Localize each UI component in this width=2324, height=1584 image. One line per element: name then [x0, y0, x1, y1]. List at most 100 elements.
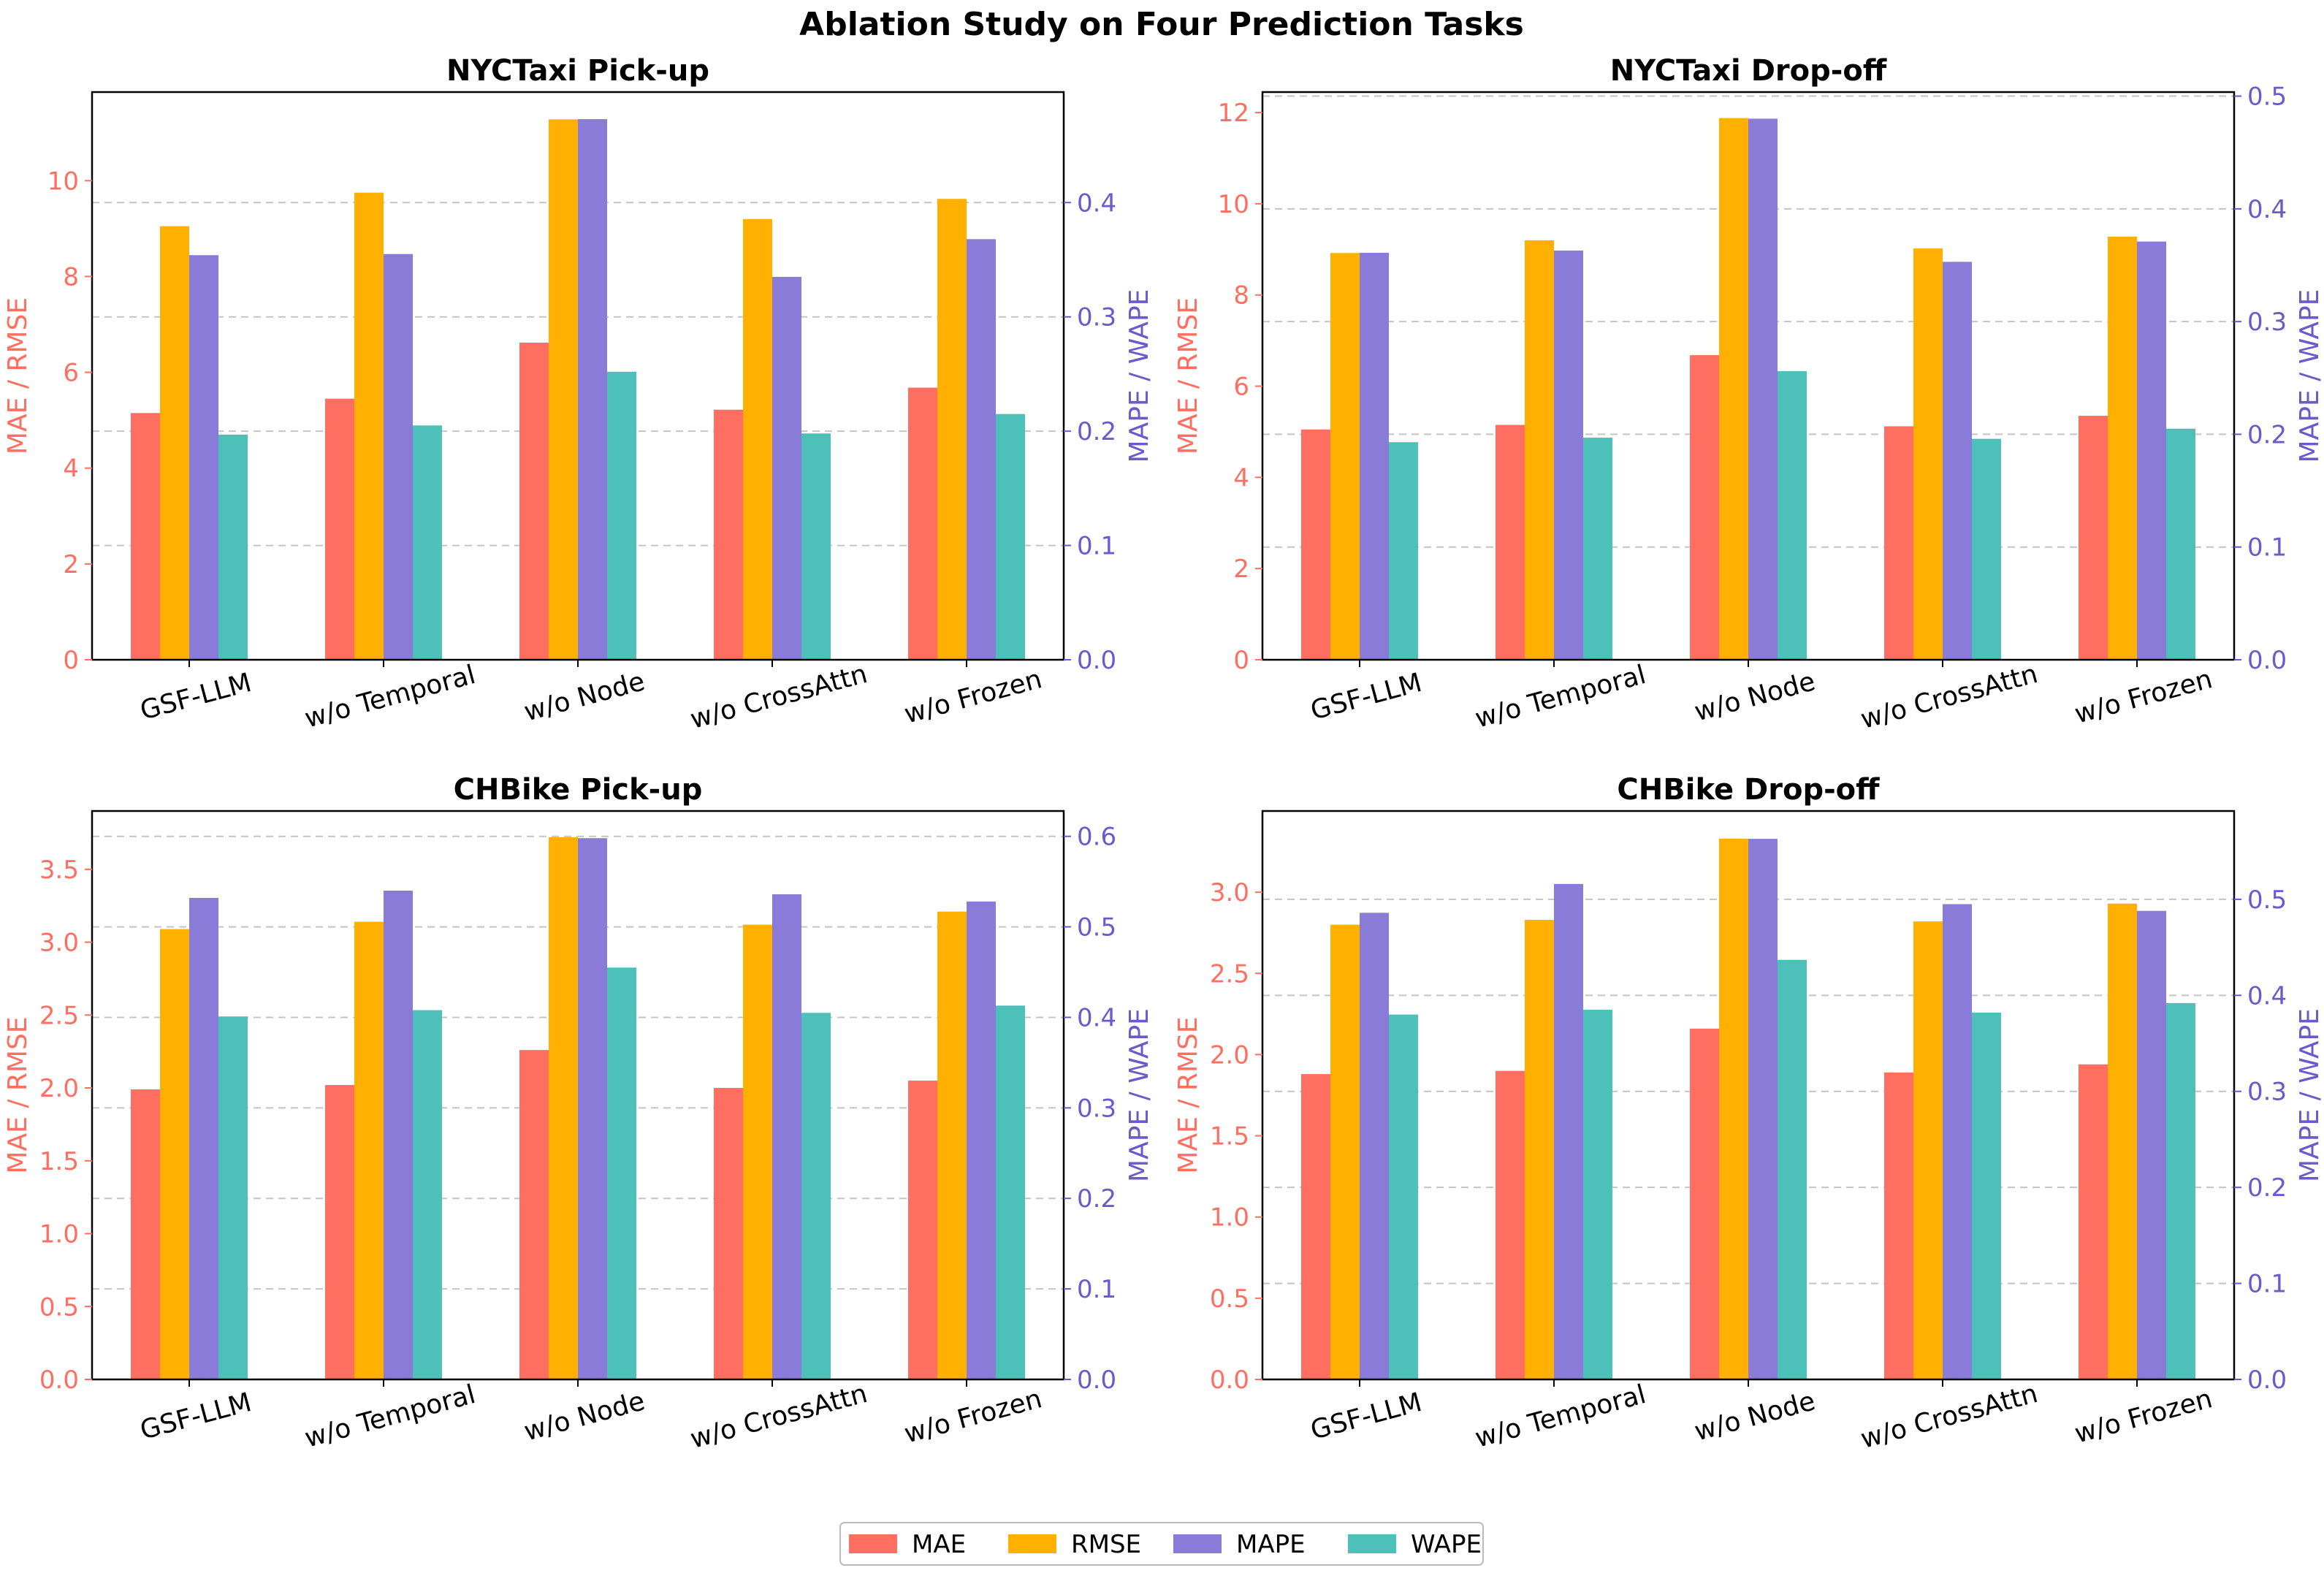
- y-right-tick-label: 0.2: [1077, 417, 1116, 446]
- bar-rmse-w-o-frozen: [937, 911, 967, 1379]
- bar-rmse-w-o-crossattn: [1913, 248, 1943, 660]
- legend-swatch-rmse: [1008, 1534, 1056, 1553]
- bar-mae-gsf-llm: [1301, 1074, 1330, 1379]
- y-left-tick-label: 1.0: [39, 1220, 79, 1249]
- x-tick-label: w/o CrossAttn: [1858, 659, 2041, 735]
- bar-rmse-w-o-frozen: [2108, 236, 2137, 660]
- y-left-tick-label: 0.5: [39, 1292, 79, 1322]
- bar-mape-gsf-llm: [1360, 913, 1389, 1379]
- y-right-axis-title: MAPE / WAPE: [1124, 289, 1154, 463]
- bar-rmse-w-o-crossattn: [743, 218, 772, 660]
- bar-wape-w-o-temporal: [1583, 438, 1612, 660]
- y-left-tick-label: 1.0: [1210, 1203, 1249, 1233]
- y-left-tick-label: 8: [63, 262, 79, 292]
- y-left-tick-label: 8: [1233, 281, 1249, 311]
- y-right-tick-label: 0.1: [2247, 533, 2287, 563]
- legend-swatch-mape: [1173, 1534, 1222, 1553]
- bar-rmse-w-o-frozen: [937, 199, 967, 660]
- plot-frame: [1261, 91, 2236, 661]
- bar-mae-w-o-temporal: [325, 398, 354, 660]
- panel-title: CHBike Pick-up: [454, 773, 703, 807]
- bar-mape-w-o-node: [578, 838, 607, 1379]
- y-left-tick-label: 3.0: [1210, 878, 1249, 907]
- bar-wape-w-o-crossattn: [1972, 1012, 2001, 1379]
- bar-mape-w-o-crossattn: [772, 894, 801, 1379]
- bar-rmse-w-o-crossattn: [743, 924, 772, 1379]
- y-left-axis-title: MAE / RMSE: [1173, 297, 1203, 454]
- bar-wape-w-o-temporal: [413, 425, 442, 660]
- y-left-tick-label: 0: [1233, 646, 1249, 675]
- bar-rmse-w-o-node: [549, 119, 578, 660]
- y-left-tick-label: 2.5: [1210, 959, 1249, 989]
- bar-mae-gsf-llm: [1301, 429, 1330, 660]
- plot-frame: [91, 810, 1065, 1381]
- bar-wape-w-o-frozen: [2166, 428, 2195, 660]
- bar-rmse-w-o-node: [1719, 838, 1748, 1379]
- x-tick-label: w/o Frozen: [901, 1384, 1045, 1450]
- y-right-tick-label: 0.2: [2247, 1173, 2287, 1203]
- bar-mae-w-o-crossattn: [1884, 1072, 1913, 1379]
- y-left-tick-label: 2.0: [39, 1074, 79, 1103]
- x-tick-label: w/o Temporal: [302, 660, 479, 734]
- y-right-tick-label: 0.4: [2247, 981, 2287, 1010]
- y-left-tick-label: 3.0: [39, 929, 79, 958]
- bar-mae-w-o-temporal: [325, 1085, 354, 1379]
- y-right-axis-title: MAPE / WAPE: [2295, 289, 2324, 463]
- bar-mape-w-o-frozen: [2137, 910, 2166, 1379]
- bar-mape-w-o-node: [1748, 118, 1778, 660]
- x-tick-label: w/o Node: [1691, 1386, 1818, 1447]
- y-right-tick-label: 0.6: [1077, 823, 1116, 852]
- y-right-tick-label: 0.1: [1077, 1275, 1116, 1304]
- bar-wape-w-o-temporal: [1583, 1010, 1612, 1379]
- plot-frame: [1261, 810, 2236, 1381]
- bar-wape-w-o-frozen: [2166, 1002, 2195, 1379]
- y-left-tick-label: 12: [1218, 99, 1249, 128]
- y-right-tick-label: 0.2: [1077, 1184, 1116, 1214]
- y-right-tick-label: 0.5: [1077, 913, 1116, 943]
- bar-mae-w-o-temporal: [1496, 424, 1525, 660]
- panel-nyctaxi-pick-up: GSF-LLM w/o Temporal w/o Node w/o CrossAttn…: [3, 54, 1154, 735]
- legend-label-wape: WAPE: [1411, 1530, 1482, 1559]
- bar-mae-w-o-crossattn: [714, 1088, 743, 1379]
- y-right-tick-label: 0.2: [2247, 420, 2287, 449]
- bar-mape-w-o-frozen: [967, 239, 996, 660]
- y-right-tick-label: 0.4: [1077, 1003, 1116, 1032]
- y-right-tick-label: 0.1: [2247, 1270, 2287, 1299]
- y-left-tick-label: 1.5: [39, 1147, 79, 1176]
- bar-wape-gsf-llm: [1389, 1014, 1418, 1379]
- x-tick-label: w/o Node: [1691, 666, 1818, 727]
- x-tick-label: w/o Node: [521, 1386, 648, 1447]
- bar-mape-w-o-temporal: [1554, 250, 1583, 660]
- panel-title: NYCTaxi Pick-up: [446, 54, 709, 88]
- bar-mae-w-o-frozen: [908, 1081, 937, 1379]
- bar-rmse-w-o-crossattn: [1913, 921, 1943, 1379]
- y-left-tick-label: 2: [1233, 555, 1249, 584]
- bar-wape-w-o-frozen: [996, 414, 1025, 660]
- bar-rmse-w-o-node: [1719, 118, 1748, 660]
- y-right-tick-label: 0.5: [2247, 83, 2287, 112]
- bar-rmse-w-o-temporal: [354, 921, 384, 1379]
- bar-wape-gsf-llm: [1389, 442, 1418, 660]
- bar-wape-w-o-crossattn: [1972, 438, 2001, 660]
- y-right-tick-label: 0.0: [1077, 646, 1116, 675]
- x-tick-label: GSF-LLM: [137, 1387, 255, 1446]
- bar-mape-w-o-node: [578, 119, 607, 660]
- panel-nyctaxi-drop-off: GSF-LLM w/o Temporal w/o Node w/o CrossAttn…: [1173, 54, 2324, 735]
- y-left-tick-label: 2.5: [39, 1001, 79, 1030]
- bar-mape-w-o-crossattn: [1943, 262, 1972, 660]
- bar-rmse-w-o-temporal: [1525, 919, 1554, 1379]
- bar-rmse-w-o-temporal: [354, 192, 384, 660]
- bar-mae-gsf-llm: [131, 413, 160, 660]
- y-left-tick-label: 0.0: [1210, 1366, 1249, 1395]
- y-left-tick-label: 10: [47, 167, 79, 196]
- bar-mae-w-o-frozen: [2079, 1064, 2108, 1379]
- x-tick-label: w/o Node: [521, 666, 648, 727]
- bar-mape-w-o-temporal: [1554, 883, 1583, 1379]
- y-right-tick-label: 0.3: [1077, 1094, 1116, 1123]
- bar-wape-w-o-crossattn: [801, 433, 831, 660]
- y-right-tick-label: 0.1: [1077, 532, 1116, 561]
- bar-mae-w-o-node: [519, 342, 549, 660]
- plot-frame: [91, 91, 1065, 661]
- figure-suptitle: Ablation Study on Four Prediction Tasks: [799, 6, 1524, 43]
- x-tick-label: w/o Frozen: [901, 664, 1045, 730]
